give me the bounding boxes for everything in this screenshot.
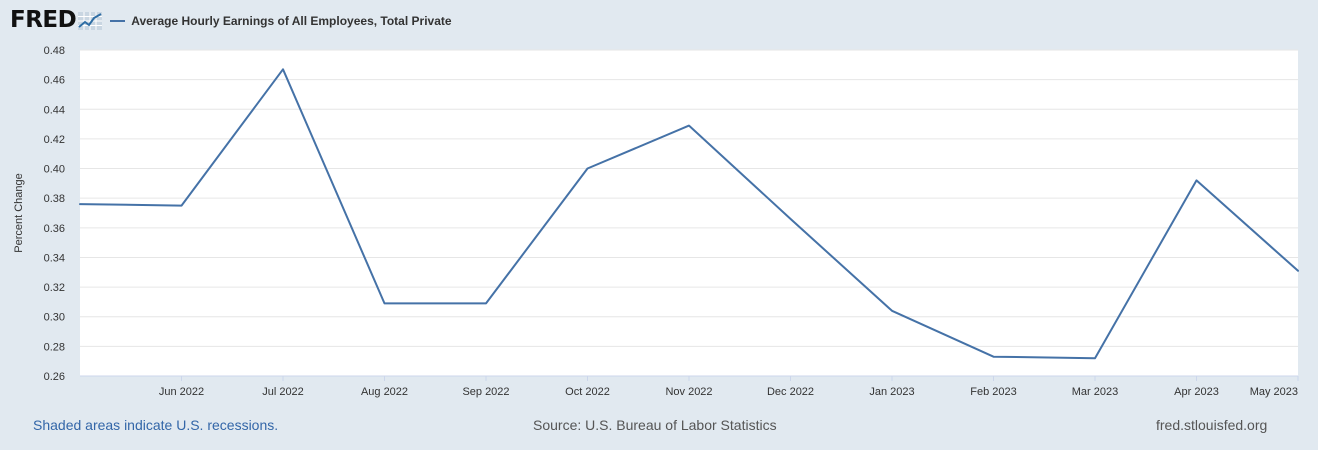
line-chart[interactable]: 0.26 0.28 0.30 0.32 0.34 0.36 0.38 0.40 0.42 0.44… [0, 0, 1318, 410]
data-point[interactable]: Mar 2023: 0.272 [1093, 356, 1097, 360]
y-tick-label: 0.42 [44, 134, 65, 146]
data-point[interactable]: Jun 2022: 0.375 [180, 204, 184, 208]
x-tick-label: Dec 2022 [767, 386, 814, 398]
recession-note-link[interactable]: Shaded areas indicate U.S. recessions. [33, 417, 279, 433]
x-tick-label: Jun 2022 [159, 386, 204, 398]
x-tick-label: Aug 2022 [361, 386, 408, 398]
data-point[interactable]: Oct 2022: 0.4 [586, 167, 590, 171]
data-point[interactable]: Jul 2022: 0.467 [281, 67, 285, 71]
chart-legend[interactable]: Average Hourly Earnings of All Employees… [110, 14, 452, 28]
data-point[interactable]: May 2022: 0.376 [78, 202, 82, 206]
x-tick-label: Oct 2022 [565, 386, 610, 398]
x-tick-label: Apr 2023 [1174, 386, 1219, 398]
y-tick-label: 0.46 [44, 75, 65, 87]
chart-header: FRED Average Hourly Earnings of All Empl… [10, 6, 452, 34]
site-link[interactable]: fred.stlouisfed.org [1156, 417, 1268, 433]
data-point[interactable]: Jan 2023: 0.304 [890, 309, 894, 313]
y-tick-label: 0.34 [44, 252, 65, 264]
legend-swatch [110, 20, 126, 22]
x-tick-label: Nov 2022 [665, 386, 712, 398]
x-tick-label: Feb 2023 [970, 386, 1016, 398]
data-point[interactable]: Feb 2023: 0.273 [992, 355, 996, 359]
plot-area [80, 50, 1298, 376]
y-tick-label: 0.36 [44, 223, 65, 235]
x-tick-label: Mar 2023 [1072, 386, 1118, 398]
y-tick-label: 0.48 [44, 45, 65, 57]
fred-logo[interactable]: FRED [10, 7, 77, 33]
y-tick-label: 0.32 [44, 282, 65, 294]
y-tick-label: 0.28 [44, 341, 65, 353]
x-tick-label: Jan 2023 [869, 386, 914, 398]
series-line[interactable] [79, 68, 1299, 360]
data-point[interactable]: Dec 2022: 0.366 [789, 217, 793, 221]
data-point[interactable]: Sep 2022: 0.309 [484, 301, 488, 305]
data-point[interactable]: Nov 2022: 0.429 [687, 124, 691, 128]
source-note: Source: U.S. Bureau of Labor Statistics [533, 417, 777, 433]
x-tick-label: Sep 2022 [462, 386, 509, 398]
x-tick-label: Jul 2022 [262, 386, 304, 398]
y-tick-label: 0.26 [44, 371, 65, 383]
fred-logo-chart-icon [78, 12, 103, 30]
y-tick-label: 0.44 [44, 104, 65, 116]
data-point[interactable]: May 2023: 0.331 [1296, 269, 1300, 273]
data-point[interactable]: Aug 2022: 0.309 [383, 301, 387, 305]
y-tick-label: 0.30 [44, 312, 65, 324]
legend-series-label: Average Hourly Earnings of All Employees… [131, 14, 452, 28]
y-tick-label: 0.40 [44, 164, 65, 176]
data-point[interactable]: Apr 2023: 0.392 [1195, 178, 1199, 182]
y-tick-label: 0.38 [44, 193, 65, 205]
x-tick-label: May 2023 [1250, 386, 1298, 398]
